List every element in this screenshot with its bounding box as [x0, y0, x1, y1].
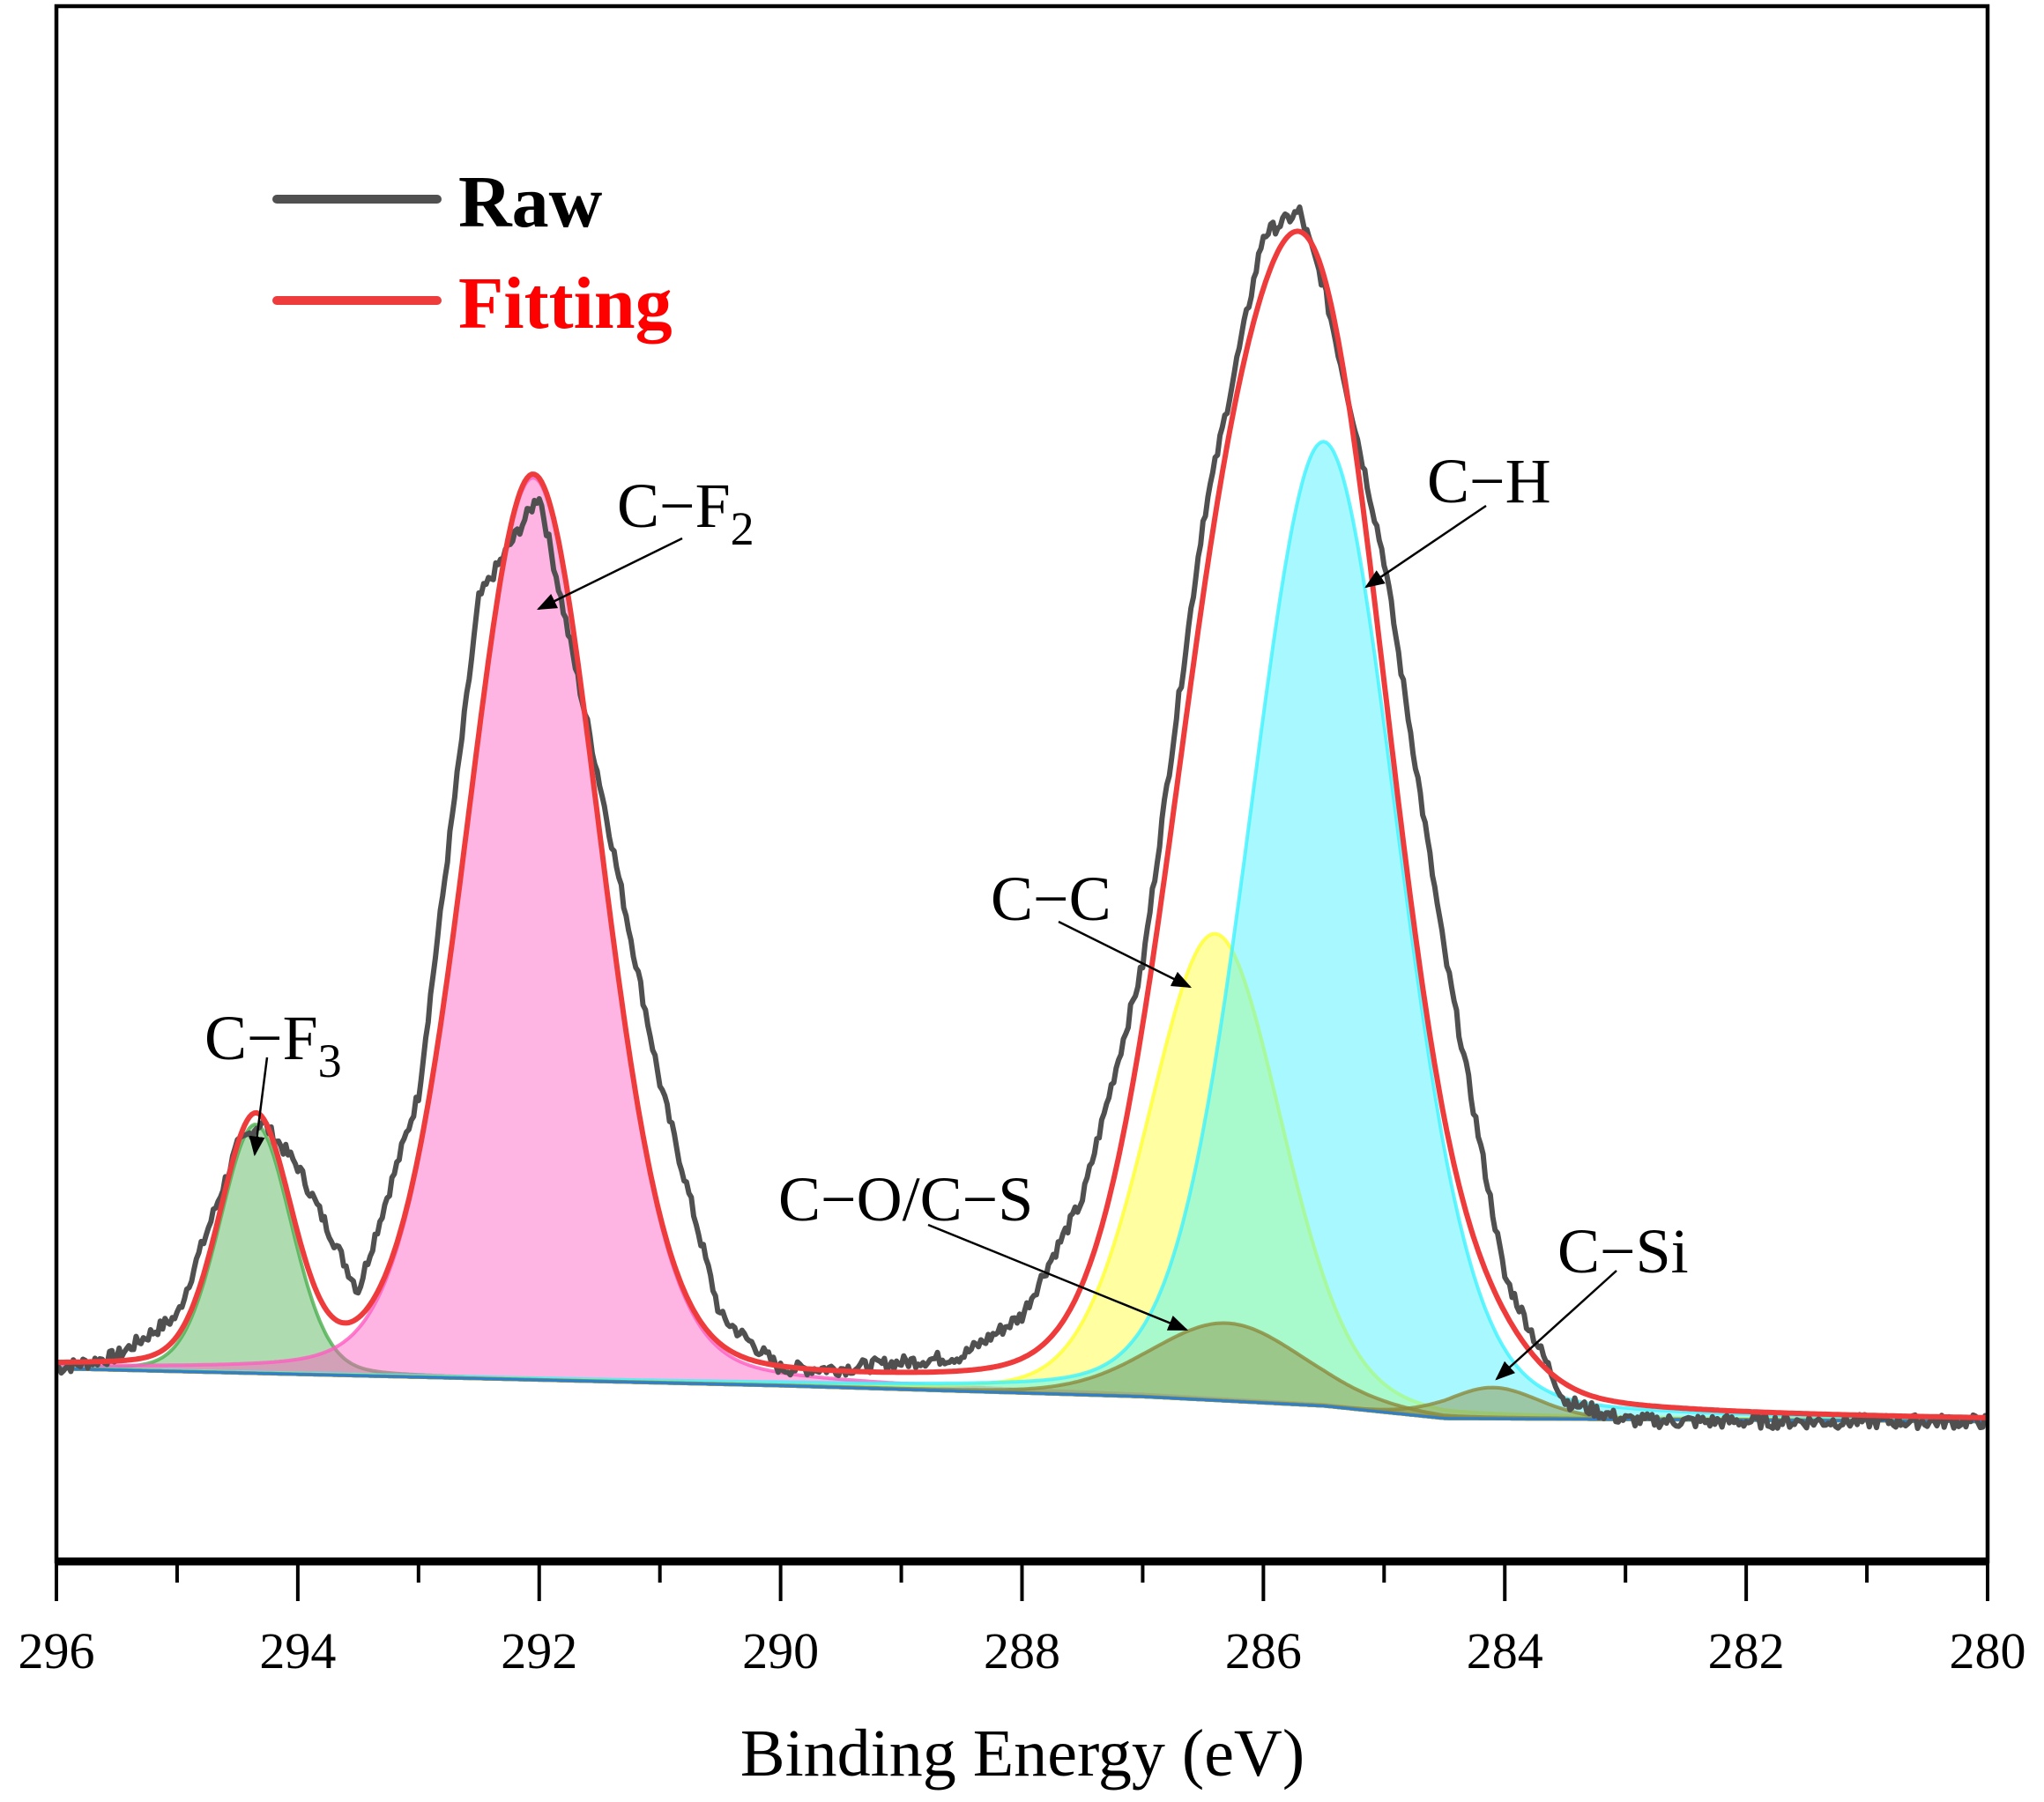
x-tick-label: 296 — [19, 1622, 95, 1680]
annotation-c-o-c-s: C−O/C−S — [778, 1164, 1033, 1235]
x-axis-ticks — [55, 1561, 1989, 1601]
annotation-c-o-c-s-arrow — [927, 1223, 1189, 1331]
annotation-c-f2-arrow — [536, 537, 683, 611]
annotation-c-c-arrow — [1058, 920, 1193, 989]
annotation-c-f2: C−F2 — [617, 471, 754, 555]
annotation-c-h: C−H — [1427, 446, 1551, 516]
annotation-c-c: C−C — [991, 864, 1111, 934]
annotation-c-h-arrow — [1364, 504, 1487, 589]
annotation-c-si: C−Si — [1557, 1216, 1689, 1287]
x-tick-label: 284 — [1467, 1622, 1543, 1680]
annotation-c-f3: C−F3 — [204, 1003, 342, 1087]
plot-frame — [54, 4, 1990, 1564]
raw-series-line — [55, 204, 1988, 1431]
legend: Raw Fitting — [272, 161, 673, 345]
x-tick-label: 292 — [501, 1622, 577, 1680]
x-tick-label: 282 — [1708, 1622, 1785, 1680]
x-tick-label: 280 — [1950, 1622, 2026, 1680]
legend-raw-label: Raw — [458, 161, 603, 243]
x-tick-label: 294 — [259, 1622, 336, 1680]
peak-annotations: C−F3 C−F2 C−C C−H C−O/C−S C−Si — [204, 446, 1689, 1381]
annotation-c-si-arrow — [1495, 1270, 1617, 1381]
x-tick-label: 290 — [742, 1622, 819, 1680]
x-axis-tick-labels: 296 294 292 290 288 286 284 282 280 — [19, 1622, 2026, 1680]
x-axis-title: Binding Energy (eV) — [740, 1717, 1304, 1791]
fitting-series-line — [56, 228, 1988, 1420]
legend-fitting-label: Fitting — [458, 263, 673, 345]
x-tick-label: 286 — [1225, 1622, 1302, 1680]
component-peak-1 — [55, 476, 1989, 1424]
annotation-c-f3-arrow — [249, 1057, 269, 1157]
x-tick-label: 288 — [984, 1622, 1060, 1680]
